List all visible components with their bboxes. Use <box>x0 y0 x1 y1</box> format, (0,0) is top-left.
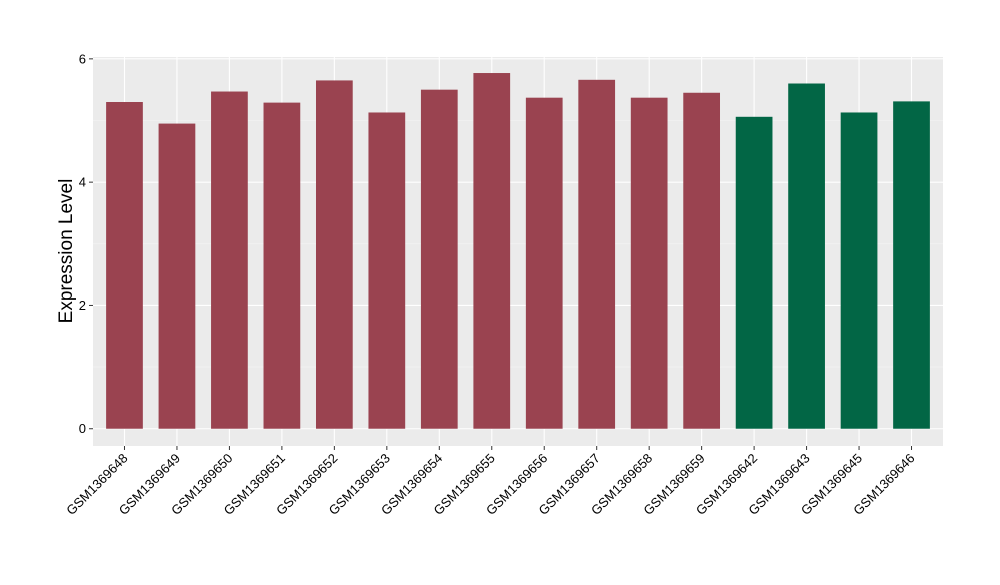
bar <box>893 101 930 429</box>
y-tick-label: 0 <box>79 421 86 436</box>
y-axis: 0 2 4 6 <box>79 51 93 436</box>
bar <box>630 97 668 429</box>
y-tick-label: 4 <box>79 175 86 190</box>
bar <box>368 112 406 429</box>
bar <box>211 91 248 429</box>
bar <box>735 116 773 429</box>
bars <box>106 73 930 429</box>
y-axis-title: Expression Level <box>56 179 77 324</box>
bar <box>420 89 458 429</box>
y-tick-label: 2 <box>79 298 86 313</box>
bar <box>263 102 301 429</box>
bar <box>788 83 825 429</box>
bar <box>578 79 616 429</box>
x-axis: GSM1369648GSM1369649GSM1369650GSM1369651… <box>63 446 918 518</box>
bar <box>158 123 196 429</box>
bar <box>683 92 721 429</box>
bar <box>315 80 353 429</box>
bar <box>525 97 563 429</box>
bar <box>106 102 143 429</box>
bar <box>473 73 511 429</box>
y-tick-label: 6 <box>79 51 86 66</box>
bar <box>840 112 878 429</box>
